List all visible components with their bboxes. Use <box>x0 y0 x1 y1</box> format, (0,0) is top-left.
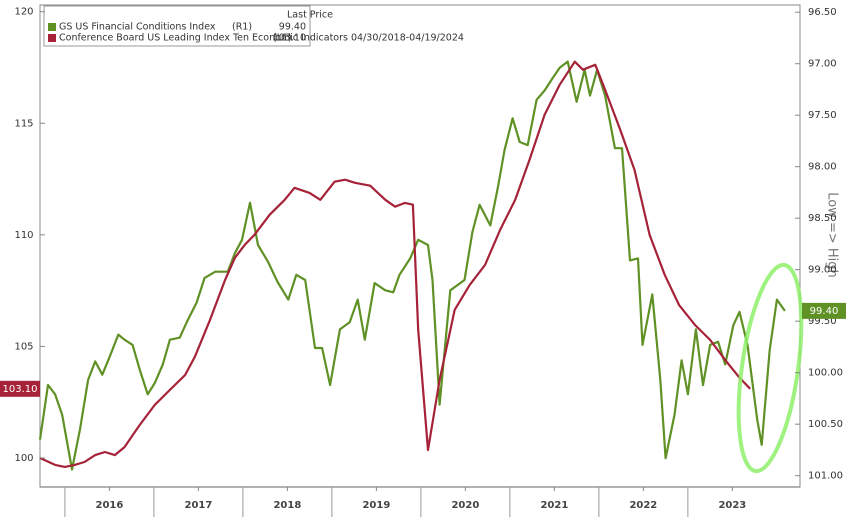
legend-swatch <box>48 34 56 42</box>
y-tick-label: 120 <box>14 7 33 18</box>
y2-tick-label: 97.00 <box>808 59 837 70</box>
y-tick-label: 100 <box>14 453 33 464</box>
x-tick-label: 2022 <box>629 500 657 511</box>
legend-last-value: 99.40 <box>279 22 306 33</box>
y2-axis-title: Low => High <box>825 192 840 278</box>
y2-tick-label: 99.50 <box>808 316 837 327</box>
y2-tick-label: 98.00 <box>808 162 837 173</box>
legend-title: Last Price <box>287 10 333 21</box>
last-value-label: 99.40 <box>810 306 839 317</box>
legend-swatch <box>48 23 56 31</box>
y-tick-label: 105 <box>14 341 33 352</box>
y-tick-label: 115 <box>14 118 33 129</box>
x-tick-label: 2020 <box>451 500 479 511</box>
y2-tick-label: 97.50 <box>808 110 837 121</box>
x-tick-label: 2017 <box>184 500 212 511</box>
legend-entry: GS US Financial Conditions Index <box>59 22 216 33</box>
x-tick-label: 2021 <box>540 500 568 511</box>
series-line <box>38 60 786 471</box>
x-tick-label: 2016 <box>95 500 123 511</box>
y2-tick-label: 99.00 <box>808 265 837 276</box>
legend-entry: Conference Board US Leading Index Ten Ec… <box>59 33 464 44</box>
x-tick-label: 2019 <box>362 500 390 511</box>
last-value-tag <box>0 380 40 397</box>
y2-tick-label: 96.50 <box>808 7 837 18</box>
x-tick-label: 2018 <box>273 500 301 511</box>
plot-layer <box>38 60 786 471</box>
x-tick-label: 2023 <box>718 500 746 511</box>
legend-axis-tag: (L1) <box>273 33 292 44</box>
last-value-label: 103.10 <box>3 384 38 395</box>
legend-last-value: 103.10 <box>273 33 306 44</box>
y2-tick-label: 98.50 <box>808 213 837 224</box>
y2-tick-label: 100.00 <box>808 368 843 379</box>
series-line <box>39 60 751 468</box>
legend-box <box>43 5 311 47</box>
last-value-tag <box>802 302 846 319</box>
y2-tick-label: 100.50 <box>808 419 843 430</box>
legend-axis-tag: (R1) <box>232 22 252 33</box>
y2-tick-label: 101.00 <box>808 471 843 482</box>
legend: Last Price GS US Financial Conditions In… <box>43 5 464 47</box>
y-tick-label: 110 <box>14 230 33 241</box>
highlight-ellipse <box>736 262 804 474</box>
